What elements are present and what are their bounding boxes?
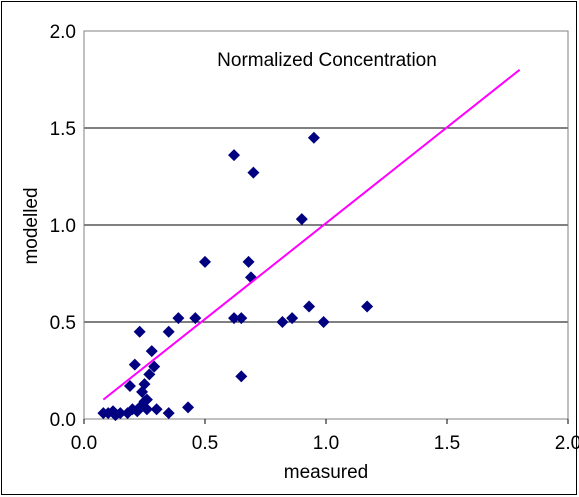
- data-point: [361, 300, 374, 313]
- data-point: [172, 312, 185, 325]
- data-point: [162, 407, 175, 420]
- data-point: [199, 255, 211, 268]
- data-point: [133, 325, 146, 338]
- data-point: [148, 360, 161, 373]
- data-point: [235, 370, 248, 383]
- x-tick-label: 0.5: [192, 433, 218, 454]
- data-points: [97, 131, 374, 422]
- data-point: [317, 316, 330, 328]
- data-point: [235, 312, 248, 325]
- trend-line-layer: [102, 69, 521, 401]
- data-point: [138, 378, 151, 391]
- x-axis-title: measured: [284, 462, 369, 483]
- data-point: [114, 407, 127, 420]
- data-point: [182, 401, 195, 414]
- data-point: [307, 131, 320, 144]
- y-tick-label: 0.0: [50, 410, 76, 431]
- data-point: [303, 300, 316, 313]
- data-point: [247, 166, 260, 179]
- data-point: [128, 358, 141, 371]
- x-tick-label: 1.5: [434, 433, 460, 454]
- data-point: [123, 380, 136, 393]
- y-axis-title: modelled: [21, 187, 42, 264]
- data-point: [295, 213, 308, 226]
- data-point: [162, 325, 175, 338]
- data-point: [228, 312, 241, 325]
- data-point: [189, 312, 202, 325]
- x-tick-label: 1.0: [313, 433, 339, 454]
- trend-line: [102, 69, 521, 401]
- data-point: [244, 271, 257, 284]
- data-point: [143, 368, 156, 381]
- data-point: [140, 393, 153, 406]
- chart-title: Normalized Concentration: [217, 50, 437, 71]
- data-point: [145, 345, 158, 358]
- x-tick-label: 2.0: [555, 433, 579, 454]
- data-point: [276, 316, 289, 328]
- tick-labels: 0.0 0.5 1.0 1.5 2.0 0.0 0.5 1.0 1.5 2.0: [50, 22, 579, 454]
- data-point: [140, 403, 153, 416]
- data-point: [150, 403, 163, 416]
- x-tick-label: 0.0: [71, 433, 97, 454]
- data-point: [286, 312, 299, 325]
- y-tick-label: 1.0: [50, 216, 76, 237]
- data-point: [242, 255, 255, 268]
- data-point: [228, 149, 241, 162]
- y-tick-label: 0.5: [50, 313, 76, 334]
- y-tick-label: 2.0: [50, 22, 76, 43]
- y-tick-label: 1.5: [50, 119, 76, 140]
